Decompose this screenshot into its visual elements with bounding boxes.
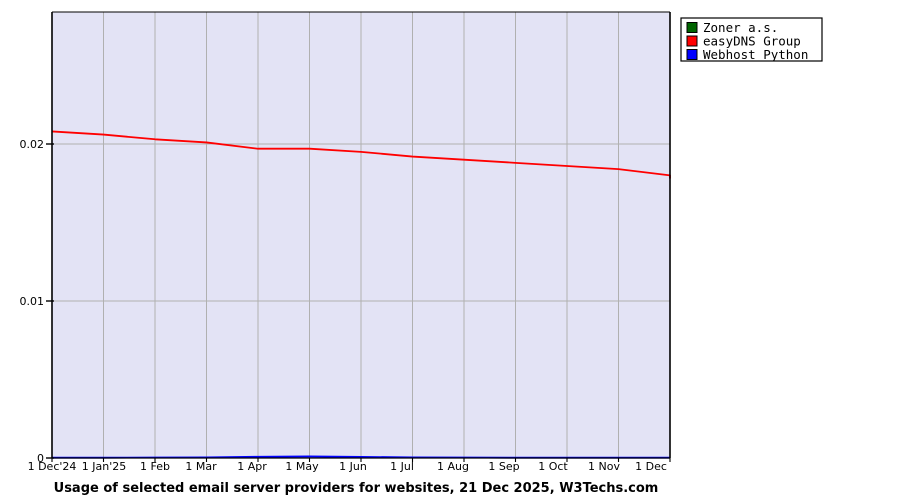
y-tick-label-1: 0.01 (20, 295, 45, 308)
x-tick-label-9: 1 Sep (488, 460, 519, 473)
y-tick-label-2: 0.02 (20, 138, 45, 151)
x-tick-label-4: 1 Apr (237, 460, 267, 473)
x-tick-label-7: 1 Jul (390, 460, 414, 473)
legend-swatch-zoner (686, 22, 698, 33)
x-tick-label-6: 1 Jun (339, 460, 367, 473)
legend-swatch-webhost (686, 49, 698, 60)
x-tick-label-10: 1 Oct (538, 460, 568, 473)
x-tick-label-12: 1 Dec (635, 460, 667, 473)
x-tick-label-5: 1 May (285, 460, 319, 473)
legend-box (680, 17, 823, 62)
y-tick-label-0: 0 (37, 452, 44, 465)
legend-label-webhost: Webhost Python (703, 47, 808, 62)
series-line-easydns-group (51, 130, 671, 179)
x-tick-label-8: 1 Aug (437, 460, 469, 473)
x-tick-label-0: 1 Dec'24 (28, 460, 77, 473)
legend-swatch-easydns (686, 35, 698, 47)
x-tick-label-11: 1 Nov (588, 460, 620, 473)
x-tick-label-1: 1 Jan'25 (82, 460, 126, 473)
chart-legend[interactable]: Zoner a.s. easyDNS Group Webhost Python (680, 17, 823, 62)
chart-caption: Usage of selected email server providers… (54, 481, 659, 496)
x-axis-ticks (51, 458, 671, 462)
x-tick-label-2: 1 Feb (140, 460, 170, 473)
legend-label-easydns: easyDNS Group (703, 34, 801, 49)
x-tick-label-3: 1 Mar (185, 460, 217, 473)
y-axis-ticks (46, 143, 54, 459)
legend-label-zoner: Zoner a.s. (703, 20, 778, 35)
